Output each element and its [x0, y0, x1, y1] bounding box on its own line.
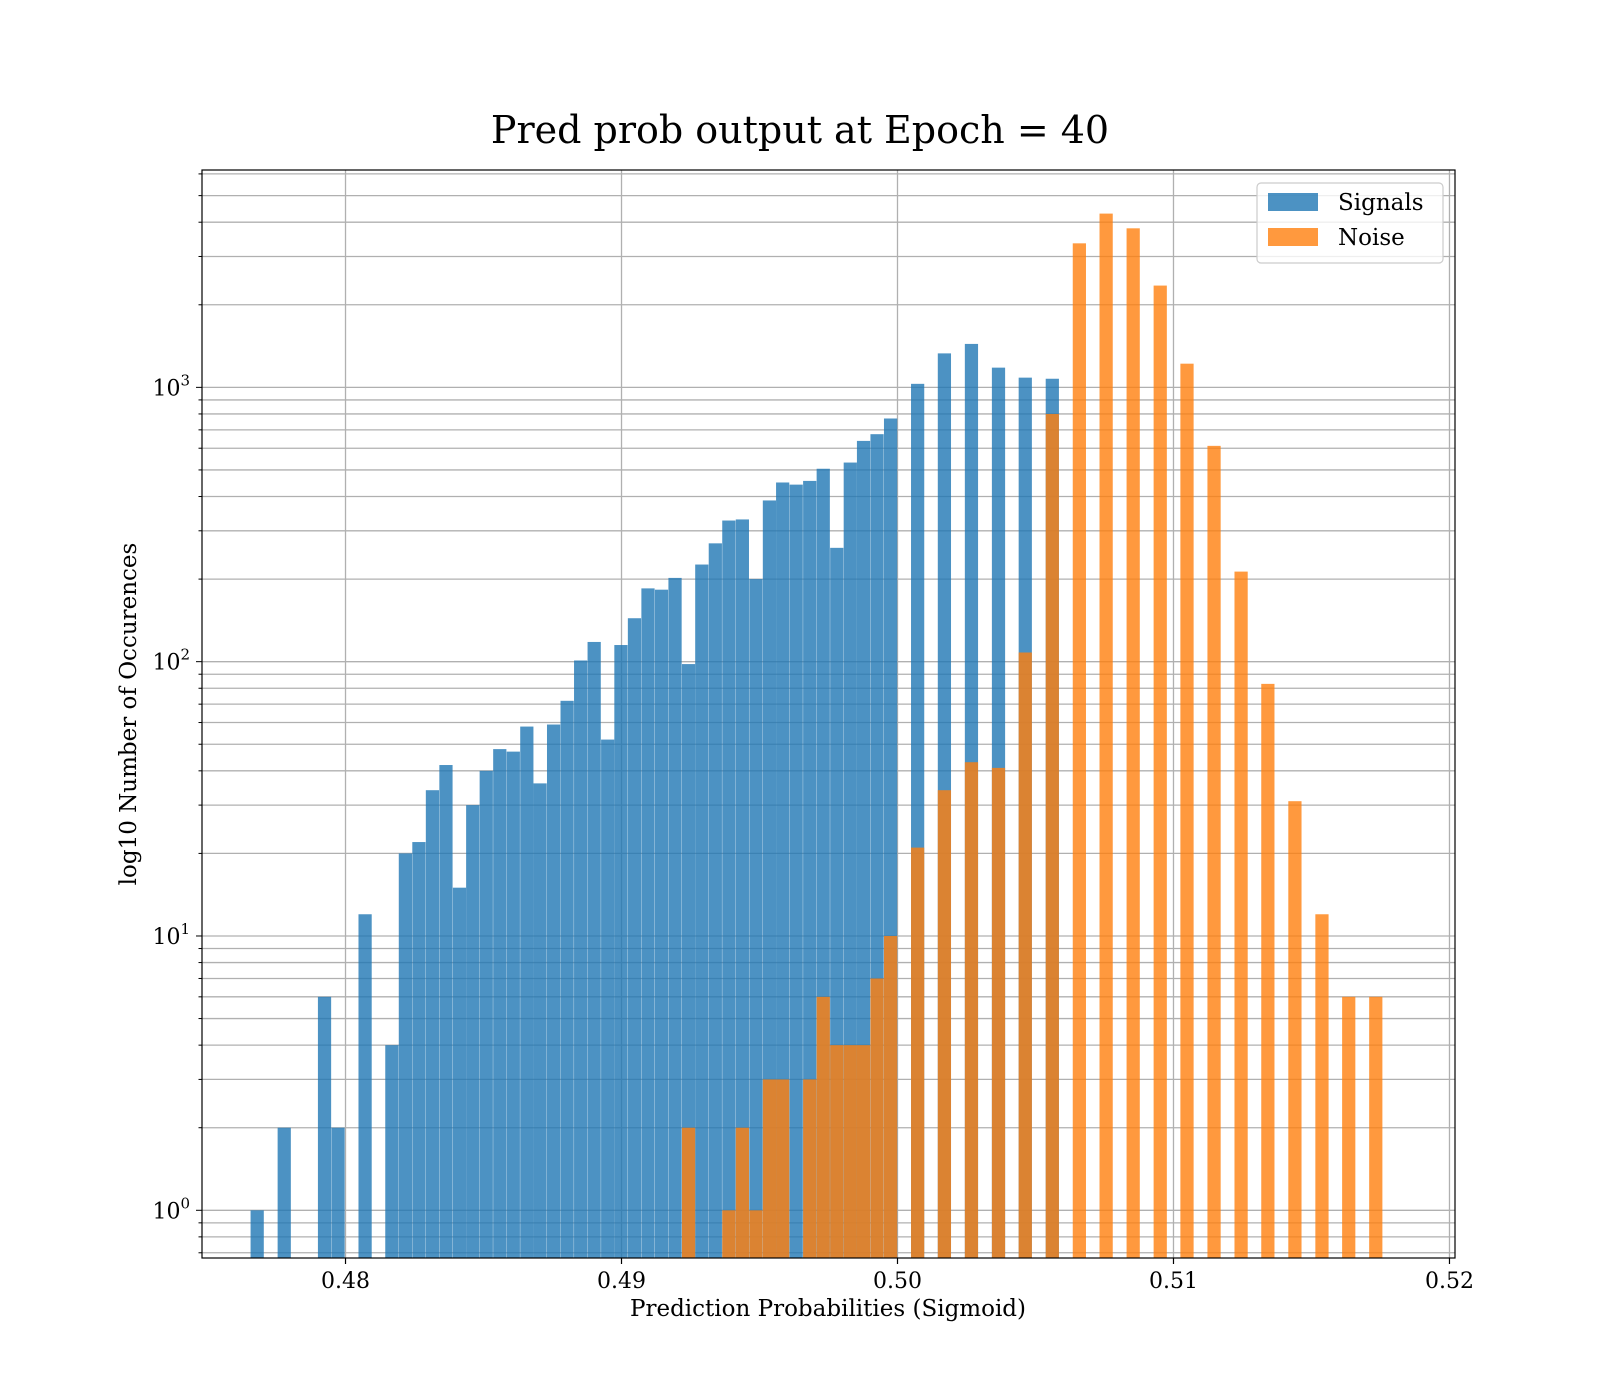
bar-signals	[722, 520, 736, 1258]
bar-noise	[1018, 652, 1032, 1258]
bar-noise	[1072, 243, 1086, 1259]
bar-signals	[358, 914, 372, 1258]
bar-signals	[681, 664, 696, 1258]
bar-signals	[398, 853, 413, 1258]
bar-signals	[574, 660, 588, 1258]
y-tick-label: 101	[152, 920, 190, 950]
bar-signals	[654, 589, 669, 1258]
bar-noise	[735, 1127, 749, 1258]
bar-noise	[1207, 445, 1221, 1259]
bar-signals	[560, 700, 574, 1258]
bar-noise	[991, 767, 1006, 1258]
bar-signals	[439, 765, 453, 1258]
bar-signals	[735, 519, 749, 1258]
y-tick-label: 102	[152, 646, 190, 676]
x-tick-label: 0.48	[321, 1269, 370, 1294]
axis-ticks: 0.48 0.49 0.50 0.51 0.52 100 101 102 103	[152, 173, 1474, 1294]
bar-signals	[385, 1045, 399, 1258]
bar-signals	[493, 749, 507, 1258]
bar-noise	[803, 1079, 817, 1258]
bar-signals	[533, 783, 547, 1258]
bar-signals	[506, 751, 520, 1258]
bar-noise	[1315, 914, 1329, 1258]
bar-noise	[830, 1045, 844, 1258]
bar-noise	[776, 1079, 790, 1258]
legend: Signals Noise	[1256, 182, 1444, 264]
y-tick-label: 100	[152, 1194, 190, 1224]
bar-signals	[331, 1127, 345, 1258]
bars	[250, 213, 1383, 1259]
bar-noise	[870, 978, 884, 1258]
bar-signals	[601, 739, 615, 1258]
y-tick-label: 103	[152, 371, 190, 401]
bar-noise	[856, 1045, 871, 1258]
bar-signals	[587, 641, 601, 1258]
bar-noise	[1234, 571, 1248, 1258]
bar-signals	[641, 588, 655, 1258]
plot-frame	[201, 169, 1456, 1259]
bar-signals	[452, 887, 467, 1258]
bar-signals	[425, 790, 440, 1258]
bar-noise	[964, 762, 979, 1258]
y-axis-label: log10 Number of Occurences	[116, 543, 142, 886]
x-axis-label: Prediction Probabilities (Sigmoid)	[630, 1296, 1026, 1322]
bar-signals	[668, 577, 682, 1258]
bar-signals	[803, 480, 817, 1258]
x-tick-label: 0.52	[1425, 1269, 1474, 1294]
bar-signals	[546, 724, 561, 1258]
bar-signals	[776, 482, 790, 1258]
bar-noise	[843, 1045, 857, 1258]
legend-swatch-noise	[1268, 228, 1318, 246]
bar-noise	[911, 847, 925, 1258]
bar-signals	[695, 564, 709, 1258]
bar-signals	[250, 1210, 264, 1258]
bar-noise	[1261, 683, 1275, 1258]
bar-noise	[749, 1210, 763, 1258]
bar-noise	[816, 996, 830, 1258]
bar-noise	[1153, 285, 1167, 1258]
x-tick-label: 0.49	[597, 1269, 646, 1294]
bar-signals	[614, 645, 628, 1258]
bar-signals	[466, 805, 480, 1258]
bar-signals	[627, 618, 642, 1258]
bar-signals	[412, 842, 426, 1258]
bar-noise	[883, 935, 898, 1258]
legend-swatch-signals	[1268, 193, 1318, 211]
bar-signals	[708, 543, 722, 1258]
bar-noise	[1369, 996, 1383, 1258]
bar-noise	[681, 1127, 696, 1258]
bar-noise	[722, 1210, 736, 1258]
bar-noise	[1180, 363, 1194, 1259]
legend-label-signals: Signals	[1338, 190, 1424, 216]
legend-label-noise: Noise	[1338, 225, 1405, 251]
bar-signals	[789, 484, 803, 1258]
bar-signals	[277, 1127, 291, 1258]
bar-noise	[762, 1079, 777, 1258]
bar-noise	[1045, 413, 1059, 1258]
bar-noise	[1126, 228, 1140, 1258]
chart-title: Pred prob output at Epoch = 40	[491, 108, 1109, 152]
bar-signals	[749, 579, 763, 1258]
x-tick-label: 0.50	[873, 1269, 922, 1294]
bar-signals	[520, 726, 534, 1258]
bar-signals	[762, 500, 777, 1259]
bar-noise	[1342, 996, 1356, 1258]
bar-signals	[479, 770, 493, 1258]
bar-noise	[937, 790, 952, 1258]
bar-noise	[1288, 801, 1302, 1258]
bar-signals	[317, 996, 332, 1258]
x-tick-label: 0.51	[1149, 1269, 1198, 1294]
bar-noise	[1099, 213, 1113, 1258]
